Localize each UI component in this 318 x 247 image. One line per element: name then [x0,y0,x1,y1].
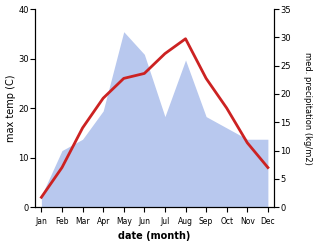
X-axis label: date (month): date (month) [118,231,191,242]
Y-axis label: med. precipitation (kg/m2): med. precipitation (kg/m2) [303,52,313,165]
Y-axis label: max temp (C): max temp (C) [5,74,16,142]
